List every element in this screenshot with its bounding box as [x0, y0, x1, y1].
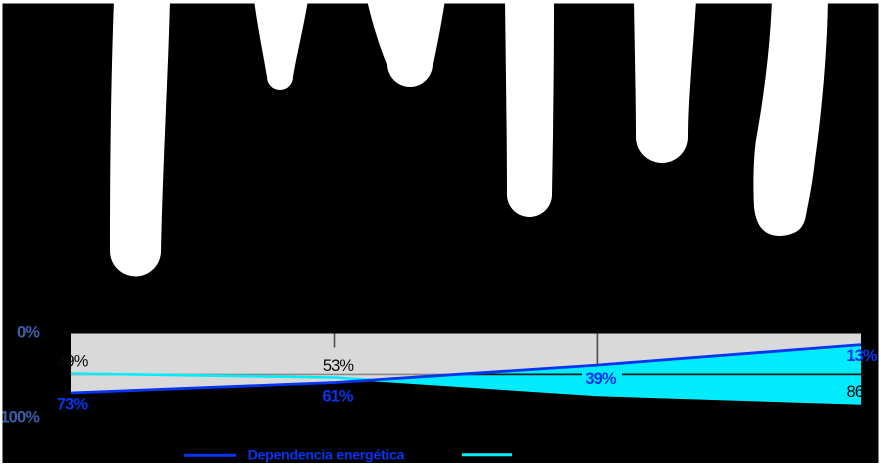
svg-text:Dependencia energética: Dependencia energética	[248, 448, 405, 464]
svg-text:49%: 49%	[57, 353, 89, 371]
svg-text:61%: 61%	[322, 388, 354, 406]
svg-text:100%: 100%	[0, 408, 40, 426]
svg-text:73%: 73%	[57, 396, 89, 414]
svg-text:0%: 0%	[17, 324, 40, 342]
svg-text:39%: 39%	[585, 370, 617, 388]
svg-text:53%: 53%	[323, 357, 355, 375]
svg-text:13%: 13%	[846, 347, 878, 365]
